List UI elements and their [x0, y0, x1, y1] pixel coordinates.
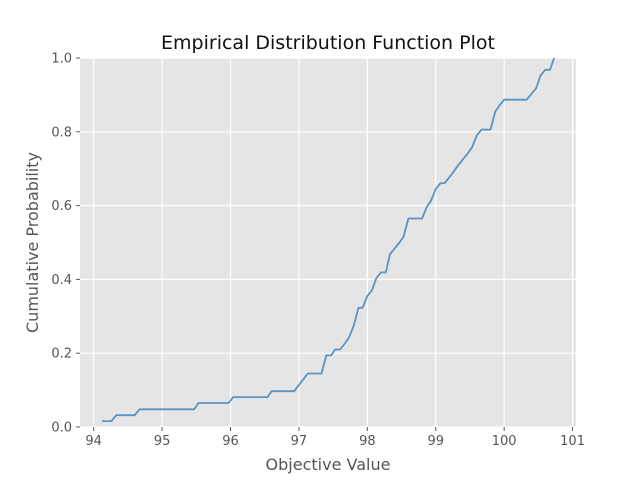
y-tick-label: 0.0	[51, 421, 72, 436]
y-axis-label: Cumulative Probability	[23, 152, 42, 333]
x-tick-label: 97	[291, 434, 308, 449]
x-tick-label: 99	[427, 434, 444, 449]
x-tick-label: 100	[492, 434, 517, 449]
x-tick-label: 94	[85, 434, 102, 449]
y-tick-label: 0.6	[51, 199, 72, 214]
y-tick-label: 0.2	[51, 347, 72, 362]
x-tick-label: 98	[359, 434, 376, 449]
edf-series-line	[101, 57, 555, 422]
x-tick-label: 96	[222, 434, 239, 449]
chart-title: Empirical Distribution Function Plot	[161, 32, 495, 54]
grid-lines	[80, 57, 576, 428]
plot-area	[80, 58, 576, 427]
y-tick-label: 0.8	[51, 125, 72, 140]
y-tick-label: 0.4	[51, 273, 72, 288]
axis-ticks: 94 95 96 97 98 99 100 101 0.0 0.2 0.4 0.6 0.8 1.0	[51, 52, 585, 450]
y-tick-label: 1.0	[51, 52, 72, 67]
x-axis-label: Objective Value	[266, 455, 391, 474]
x-tick-label: 95	[154, 434, 171, 449]
x-tick-label: 101	[560, 434, 585, 449]
